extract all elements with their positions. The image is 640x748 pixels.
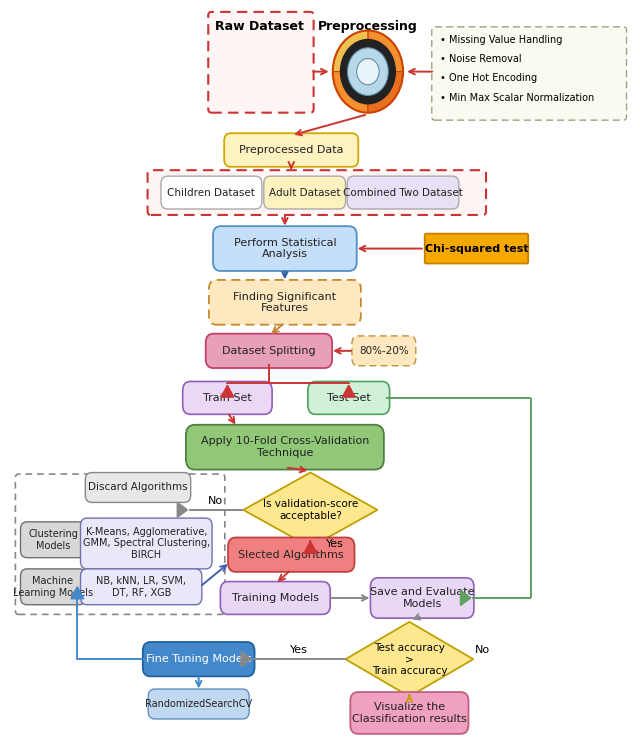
Text: RandomizedSearchCV: RandomizedSearchCV [145, 699, 252, 709]
Text: Yes: Yes [289, 646, 307, 655]
Text: Raw Dataset: Raw Dataset [215, 20, 304, 34]
Text: Is validation-score
acceptable?: Is validation-score acceptable? [263, 499, 358, 521]
FancyBboxPatch shape [143, 642, 255, 676]
FancyBboxPatch shape [213, 226, 356, 271]
Circle shape [340, 39, 396, 105]
Text: Clustering
Models: Clustering Models [28, 529, 78, 551]
FancyBboxPatch shape [347, 176, 459, 209]
FancyBboxPatch shape [81, 569, 202, 604]
Text: Training Models: Training Models [232, 593, 319, 603]
Text: Machine
Learning Models: Machine Learning Models [13, 576, 93, 598]
Wedge shape [368, 31, 403, 72]
Text: K-Means, Agglomerative,
GMM, Spectral Clustering,
BIRCH: K-Means, Agglomerative, GMM, Spectral Cl… [83, 527, 210, 560]
FancyBboxPatch shape [350, 692, 468, 734]
FancyBboxPatch shape [20, 522, 86, 558]
Text: NB, kNN, LR, SVM,
DT, RF, XGB: NB, kNN, LR, SVM, DT, RF, XGB [96, 576, 186, 598]
Wedge shape [333, 72, 368, 113]
Text: Dataset Splitting: Dataset Splitting [222, 346, 316, 356]
Text: Save and Evaluate
Models: Save and Evaluate Models [370, 587, 474, 609]
Polygon shape [342, 385, 355, 397]
Text: Fine Tuning Models: Fine Tuning Models [146, 654, 252, 664]
FancyBboxPatch shape [228, 538, 355, 572]
Text: Discard Algorithms: Discard Algorithms [88, 482, 188, 492]
Text: 80%-20%: 80%-20% [359, 346, 409, 356]
Text: Perform Statistical
Analysis: Perform Statistical Analysis [234, 238, 336, 260]
FancyBboxPatch shape [308, 381, 390, 414]
FancyBboxPatch shape [148, 171, 486, 215]
FancyBboxPatch shape [432, 27, 627, 120]
Text: Children Dataset: Children Dataset [168, 188, 255, 197]
Text: Chi-squared test: Chi-squared test [425, 244, 528, 254]
FancyBboxPatch shape [81, 518, 212, 569]
Text: • One Hot Encoding: • One Hot Encoding [440, 73, 537, 83]
Text: • Noise Removal: • Noise Removal [440, 54, 522, 64]
FancyBboxPatch shape [209, 280, 361, 325]
FancyBboxPatch shape [186, 425, 384, 470]
FancyBboxPatch shape [182, 381, 272, 414]
Polygon shape [461, 590, 470, 605]
Text: • Min Max Scalar Normalization: • Min Max Scalar Normalization [440, 93, 595, 102]
Text: No: No [208, 496, 223, 506]
Text: Yes: Yes [326, 539, 344, 549]
Polygon shape [304, 542, 317, 554]
FancyBboxPatch shape [352, 336, 416, 366]
Text: Test Set: Test Set [327, 393, 371, 403]
FancyBboxPatch shape [425, 233, 528, 263]
Text: Test accuracy
>
Train accuracy: Test accuracy > Train accuracy [372, 643, 447, 675]
FancyBboxPatch shape [371, 577, 474, 618]
FancyBboxPatch shape [264, 176, 346, 209]
Text: No: No [476, 646, 490, 655]
FancyBboxPatch shape [148, 689, 249, 719]
Polygon shape [346, 622, 473, 696]
FancyBboxPatch shape [205, 334, 332, 368]
Circle shape [356, 58, 379, 85]
FancyBboxPatch shape [85, 473, 191, 503]
Text: Train Set: Train Set [203, 393, 252, 403]
Polygon shape [221, 385, 234, 397]
Wedge shape [333, 31, 368, 72]
Text: Adult Dataset: Adult Dataset [269, 188, 340, 197]
Circle shape [348, 48, 388, 96]
Text: Slected Algorithms: Slected Algorithms [239, 550, 344, 560]
Polygon shape [241, 652, 252, 666]
FancyBboxPatch shape [161, 176, 262, 209]
Text: Visualize the
Classification results: Visualize the Classification results [352, 702, 467, 724]
FancyBboxPatch shape [224, 133, 358, 167]
Polygon shape [243, 473, 378, 548]
Wedge shape [368, 72, 403, 113]
Polygon shape [177, 503, 188, 518]
Text: Combined Two Dataset: Combined Two Dataset [343, 188, 463, 197]
Text: Apply 10-Fold Cross-Validation
Technique: Apply 10-Fold Cross-Validation Technique [201, 436, 369, 458]
Text: • Missing Value Handling: • Missing Value Handling [440, 34, 563, 45]
FancyBboxPatch shape [208, 12, 314, 113]
Polygon shape [71, 586, 84, 598]
Text: Preprocessed Data: Preprocessed Data [239, 145, 344, 155]
Text: Finding Significant
Features: Finding Significant Features [234, 292, 337, 313]
FancyBboxPatch shape [20, 569, 86, 604]
Text: Preprocessing: Preprocessing [318, 20, 418, 34]
FancyBboxPatch shape [220, 581, 330, 614]
